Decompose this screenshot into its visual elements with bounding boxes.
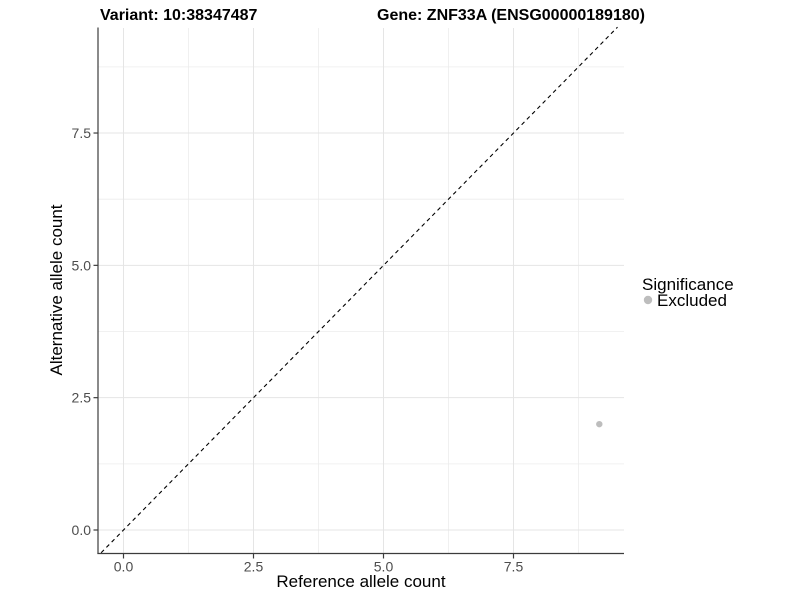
y-axis-ticks: 0.0 2.5 5.0 7.5 bbox=[72, 125, 98, 538]
x-tick-label: 2.5 bbox=[244, 559, 264, 575]
y-tick-label: 0.0 bbox=[72, 522, 92, 538]
x-axis-title: Reference allele count bbox=[276, 572, 445, 591]
major-gridlines bbox=[98, 28, 624, 553]
identity-reference-line bbox=[100, 26, 618, 554]
plot-panel bbox=[98, 28, 624, 553]
y-tick-label: 7.5 bbox=[72, 125, 92, 141]
plot-title-gene: Gene: ZNF33A (ENSG00000189180) bbox=[377, 7, 645, 24]
legend-item-excluded: Excluded bbox=[657, 291, 727, 310]
y-tick-label: 5.0 bbox=[72, 257, 92, 273]
x-tick-label: 5.0 bbox=[374, 559, 394, 575]
x-tick-label: 0.0 bbox=[114, 559, 134, 575]
data-points bbox=[596, 420, 603, 428]
legend-key-excluded-dot bbox=[643, 295, 653, 305]
plot-title-variant: Variant: 10:38347487 bbox=[100, 7, 258, 24]
scatter-point-excluded bbox=[596, 420, 603, 428]
y-axis-title: Alternative allele count bbox=[47, 204, 66, 375]
y-tick-label: 2.5 bbox=[72, 390, 92, 406]
x-tick-label: 7.5 bbox=[504, 559, 524, 575]
x-axis-ticks: 0.0 2.5 5.0 7.5 bbox=[114, 554, 524, 575]
legend: Significance Excluded bbox=[642, 275, 734, 310]
minor-gridlines bbox=[98, 28, 624, 553]
legend-title: Significance bbox=[642, 275, 734, 294]
